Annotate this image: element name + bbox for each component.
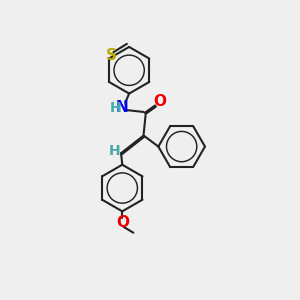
Text: O: O [153, 94, 166, 109]
Text: O: O [116, 215, 129, 230]
Text: S: S [105, 48, 116, 63]
Text: H: H [108, 144, 120, 158]
Text: H: H [110, 101, 122, 115]
Text: N: N [116, 100, 129, 115]
